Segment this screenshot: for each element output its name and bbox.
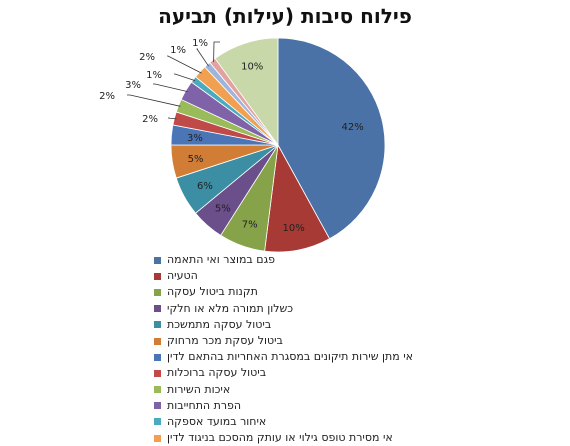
legend-item: איכות השירות (150, 382, 460, 398)
legend-item: הטעיה (150, 268, 460, 284)
legend-label: תקנות ביטול עסקה (167, 285, 258, 299)
legend-item: ביטול עסקה ברוכלות (150, 365, 460, 381)
legend-swatch (154, 337, 161, 345)
legend-label: הטעיה (167, 269, 198, 283)
pie-chart: 42% 10% 7% 5% 6% 5% 3% 2% 2% 3% 1% 2% 1% 1% 10% (99, 37, 386, 253)
legend-label: איכות השירות (167, 382, 231, 396)
legend-swatch (154, 369, 161, 377)
data-label-14: 1% (192, 38, 208, 49)
legend-item: ביטול עסקת מכר מרחוק (150, 333, 460, 349)
data-label-9: 2% (99, 91, 115, 102)
leader-line-10 (153, 83, 188, 92)
data-label-11: 1% (146, 70, 162, 81)
data-label-15: 10% (241, 62, 263, 73)
pie-slice-15 (214, 37, 279, 147)
data-label-4: 5% (215, 204, 231, 215)
data-label-7: 3% (187, 133, 203, 144)
leader-line-12 (167, 55, 202, 74)
leader-line-9 (127, 94, 181, 107)
legend-label: איחור במועד אספקה (167, 414, 267, 428)
legend-item: הפרת התחייבות (150, 398, 460, 414)
chart-title: פילוח סיבות (עילות) תביעה (158, 4, 412, 28)
data-label-10: 3% (125, 80, 141, 91)
legend-item: אי מתן שירות תיקונים במסגרת האחריות בהתא… (150, 349, 460, 365)
legend-label: כשלון תמורה מלא או חלקי (167, 301, 294, 315)
legend-item: אי מסירת טופס גילוי או עותק מהסכם בניגוד… (150, 430, 460, 446)
leader-line-14 (213, 41, 220, 63)
legend-swatch (154, 256, 161, 264)
data-label-1: 42% (341, 122, 363, 133)
legend-item: ביטול עסקה מתמשכת (150, 317, 460, 333)
data-label-2: 10% (282, 223, 304, 234)
legend-label: ביטול עסקה ברוכלות (167, 366, 267, 380)
data-label-13: 1% (170, 45, 186, 56)
legend: פגם במוצר ואי התאמה הטעיה תקנות ביטול עסקה… (150, 252, 460, 446)
legend-item: איחור במועד אספקה (150, 414, 460, 430)
legend-swatch (154, 418, 161, 426)
legend-swatch (154, 305, 161, 313)
legend-swatch (154, 321, 161, 329)
data-label-6: 5% (188, 154, 204, 165)
pie-slice-1 (277, 37, 386, 240)
legend-swatch (154, 386, 161, 394)
legend-item: כשלון תמורה מלא או חלקי (150, 301, 460, 317)
legend-swatch (154, 353, 161, 361)
legend-swatch (154, 272, 161, 280)
legend-swatch (154, 402, 161, 410)
leader-line-8 (167, 117, 177, 120)
legend-label: הפרת התחייבות (167, 398, 242, 412)
data-label-3: 7% (242, 220, 258, 231)
leader-line-11 (174, 73, 196, 81)
legend-item: פגם במוצר ואי התאמה (150, 252, 460, 268)
legend-label: פגם במוצר ואי התאמה (167, 253, 275, 267)
data-label-12: 2% (139, 52, 155, 63)
legend-label: ביטול עסקה מתמשכת (167, 317, 272, 331)
legend-swatch (154, 434, 161, 442)
data-label-5: 6% (197, 181, 213, 192)
chart: פילוח סיבות (עילות) תביעה 42% 10% 7% 5% 6% 5%… (99, 4, 413, 444)
legend-label: אי מסירת טופס גילוי או עותק מהסכם בניגוד… (167, 431, 393, 445)
leader-line-13 (196, 48, 209, 67)
legend-label: אי מתן שירות תיקונים במסגרת האחריות בהתא… (167, 350, 414, 364)
legend-label: ביטול עסקת מכר מרחוק (167, 334, 283, 348)
legend-swatch (154, 288, 161, 296)
data-label-8: 2% (142, 114, 158, 125)
legend-item: תקנות ביטול עסקה (150, 284, 460, 300)
